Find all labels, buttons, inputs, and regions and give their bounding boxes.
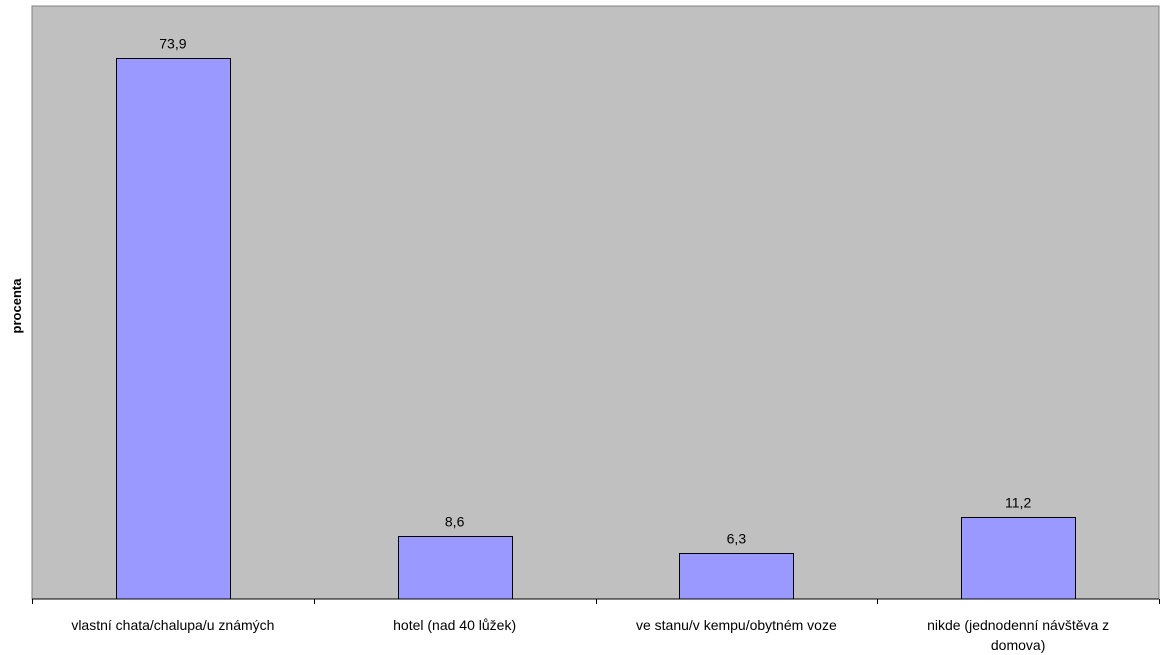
bar: [116, 58, 231, 600]
category-label: hotel (nad 40 lůžek): [393, 617, 516, 633]
category-label: domova): [991, 637, 1045, 653]
category-label: vlastní chata/chalupa/u známých: [71, 617, 274, 633]
data-label: 6,3: [727, 531, 747, 547]
category-labels-layer: vlastní chata/chalupa/u známých hotel (na…: [71, 617, 1109, 653]
data-label: 73,9: [159, 36, 186, 52]
data-labels-layer: 73,9 8,6 6,3 11,2: [159, 36, 1031, 547]
data-label: 11,2: [1005, 495, 1031, 511]
y-axis-title: procenta: [9, 278, 24, 334]
bar: [398, 536, 513, 600]
data-label: 8,6: [445, 514, 465, 530]
x-ticks-layer: [32, 599, 1160, 604]
category-label: ve stanu/v kempu/obytném voze: [636, 617, 837, 633]
bar: [961, 517, 1076, 600]
bar: [679, 553, 794, 600]
bars-layer: [116, 58, 1076, 600]
category-label: nikde (jednodenní návštěva z: [927, 617, 1109, 633]
